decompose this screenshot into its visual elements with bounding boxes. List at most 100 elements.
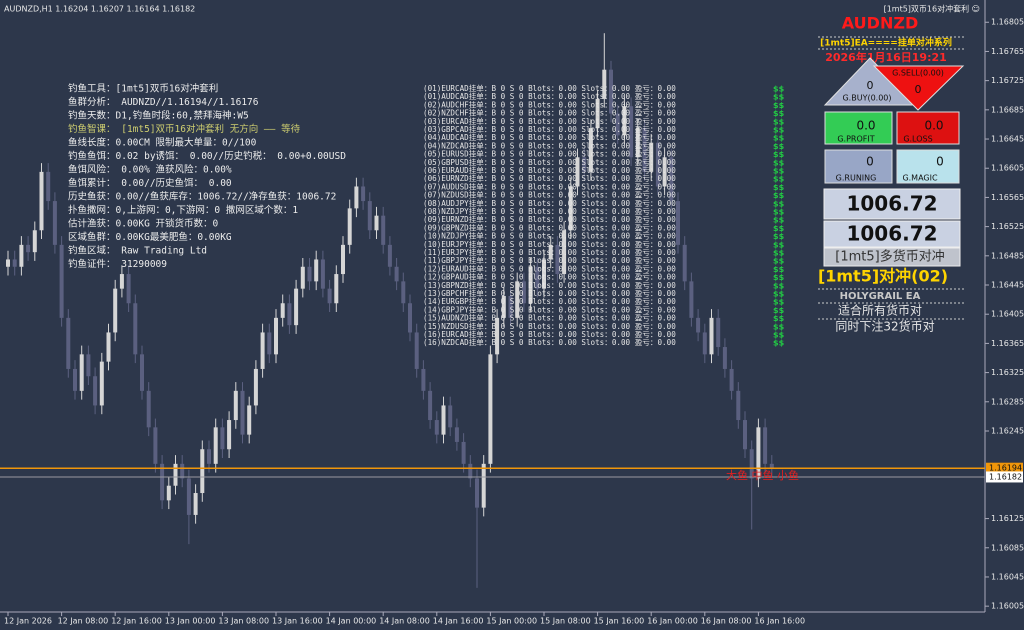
candle-body <box>334 274 339 304</box>
candle-body <box>73 368 77 391</box>
x-tick-label: 15 Jan 00:00 <box>486 617 537 626</box>
candle-body <box>401 281 406 304</box>
candle-body <box>642 128 647 172</box>
order-row: (15)AUDNZD挂单：B 0 S 0 Blots：0.00 Slots：0.… <box>423 313 676 323</box>
row-marker: $$ <box>773 199 785 208</box>
candle-body <box>702 332 707 355</box>
order-row: (13)GBPNZD挂单：B 0 S 0 Blots：0.00 Slots：0.… <box>423 280 676 290</box>
candle-body <box>381 215 386 245</box>
candle-body <box>763 427 768 464</box>
ask-label-box <box>986 471 1023 483</box>
x-tick-label: 12 Jan 2026 <box>4 617 52 626</box>
running-label: G.RUNING <box>836 174 877 183</box>
x-tick-label: 14 Jan 08:00 <box>379 617 430 626</box>
row-marker: $$ <box>773 142 785 151</box>
candle-body <box>307 266 312 282</box>
candle-body <box>12 259 17 267</box>
candle-body <box>119 274 124 289</box>
y-tick-label: 1.16285 <box>991 397 1024 406</box>
order-row: (03)EURCAD挂单：B 0 S 0 Blots：0.00 Slots：0.… <box>423 116 676 126</box>
annotation: 大鱼 中鱼 小鱼 <box>726 468 799 482</box>
candle-body <box>253 368 258 406</box>
candle-body <box>274 317 278 355</box>
candle-body <box>247 405 252 435</box>
candle-body <box>521 281 526 304</box>
candle-body <box>649 142 654 172</box>
order-row: (07)AUDUSD挂单：B 0 S 0 Blots：0.00 Slots：0.… <box>423 181 676 191</box>
candle-body <box>448 405 453 428</box>
order-row: (10)EURJPY挂单：B 0 S 0 Blots：0.00 Slots：0.… <box>423 239 676 249</box>
candle-body <box>220 427 225 450</box>
row-marker: $$ <box>773 257 785 266</box>
candle-body <box>387 244 392 267</box>
candle-body <box>635 128 640 158</box>
candle-body <box>79 354 84 391</box>
sell-label: G.SELL(0.00) <box>892 69 944 78</box>
x-tick-label: 16 Jan 16:00 <box>754 617 805 626</box>
candle-body <box>588 128 593 172</box>
x-tick-label: 15 Jan 08:00 <box>540 617 591 626</box>
candle-body <box>575 157 580 187</box>
order-row: (16)EURCAD挂单：B 0 S 0 Blots：0.00 Slots：0.… <box>423 329 676 339</box>
candle-body <box>461 441 466 464</box>
running-box <box>824 149 893 184</box>
order-row: (08)NZDJPY挂单：B 0 S 0 Blots：0.00 Slots：0.… <box>423 206 676 216</box>
candle-body <box>66 317 71 369</box>
running-value: 0 <box>866 155 874 169</box>
candle-body <box>113 288 118 333</box>
candle-body <box>696 317 701 333</box>
candle-body <box>19 244 24 267</box>
candle-body <box>475 478 479 508</box>
order-row: (09)GBPNZD挂单：B 0 S 0 Blots：0.00 Slots：0.… <box>423 222 676 232</box>
candle-body <box>676 201 680 245</box>
candle-body <box>434 420 439 435</box>
candle-body <box>595 98 600 129</box>
candle-body <box>153 427 158 464</box>
candle-body <box>160 463 165 501</box>
row-marker: $$ <box>773 240 785 249</box>
candle-body <box>501 295 506 318</box>
order-row: (02)AUDCHF挂单：B 0 S 0 Blots：0.00 Slots：0.… <box>423 99 676 109</box>
candle-body <box>327 288 332 304</box>
info-line: 鱼饵累计： 0.00//历史鱼饵： 0.00 <box>68 177 232 189</box>
y-tick-label: 1.16485 <box>991 251 1024 260</box>
symbol-info: AUDNZD,H1 1.16204 1.16207 1.16164 1.1618… <box>4 5 195 14</box>
info-line: 钓鱼证件： 31290009 <box>68 258 167 270</box>
magic-value: 0 <box>936 155 944 169</box>
hedge: [1mt5]对冲(02) <box>818 267 948 286</box>
x-tick-label: 13 Jan 00:00 <box>165 617 216 626</box>
order-row: (08)AUDJPY挂单：B 0 S 0 Blots：0.00 Slots：0.… <box>423 198 676 208</box>
info-line: 历史鱼获：0.00//鱼获库存：1006.72//净存鱼获：1006.72 <box>68 191 336 203</box>
x-tick-label: 12 Jan 08:00 <box>58 617 109 626</box>
y-tick-label: 1.16805 <box>991 18 1024 27</box>
profit-value: 0.0 <box>856 119 875 133</box>
candle-body <box>354 186 359 209</box>
order-row: (06)EURAUD挂单：B 0 S 0 Blots：0.00 Slots：0.… <box>423 165 676 175</box>
candle-body <box>749 449 754 479</box>
y-tick-label: 1.16045 <box>991 572 1024 581</box>
row-marker: $$ <box>773 249 785 258</box>
y-tick-label: 1.16645 <box>991 135 1024 144</box>
candle-body <box>86 354 91 377</box>
y-tick-label: 1.16525 <box>991 222 1024 231</box>
info-line: 钓鱼智课： [1mt5]双币16对冲套利 无方向 —— 等待 <box>68 123 301 135</box>
candle-body <box>99 361 104 406</box>
row-marker: $$ <box>773 126 785 135</box>
multi-box <box>823 247 961 267</box>
row-marker: $$ <box>773 158 785 167</box>
order-row: (11)GBPJPY挂单：B 0 S 0 Blots：0.00 Slots：0.… <box>423 255 676 265</box>
candle-body <box>140 354 144 391</box>
info-line: 鱼线长度：0.00CM 限制最大单量：0//100 <box>68 137 257 149</box>
y-tick-label: 1.16005 <box>991 602 1024 611</box>
info-line: 钓鱼工具：[1mt5]双币16对冲套利 <box>68 83 218 95</box>
candles <box>6 33 774 588</box>
candle-body <box>52 201 57 245</box>
candle-body <box>622 106 627 136</box>
candle-body <box>347 208 352 245</box>
candle-body <box>602 69 607 99</box>
row-marker: $$ <box>773 298 785 307</box>
order-row: (05)GBPUSD挂单：B 0 S 0 Blots：0.00 Slots：0.… <box>423 157 676 167</box>
order-row: (16)NZDCAD挂单：B 0 S 0 Blots：0.00 Slots：0.… <box>423 337 676 347</box>
candle-body <box>133 303 138 355</box>
